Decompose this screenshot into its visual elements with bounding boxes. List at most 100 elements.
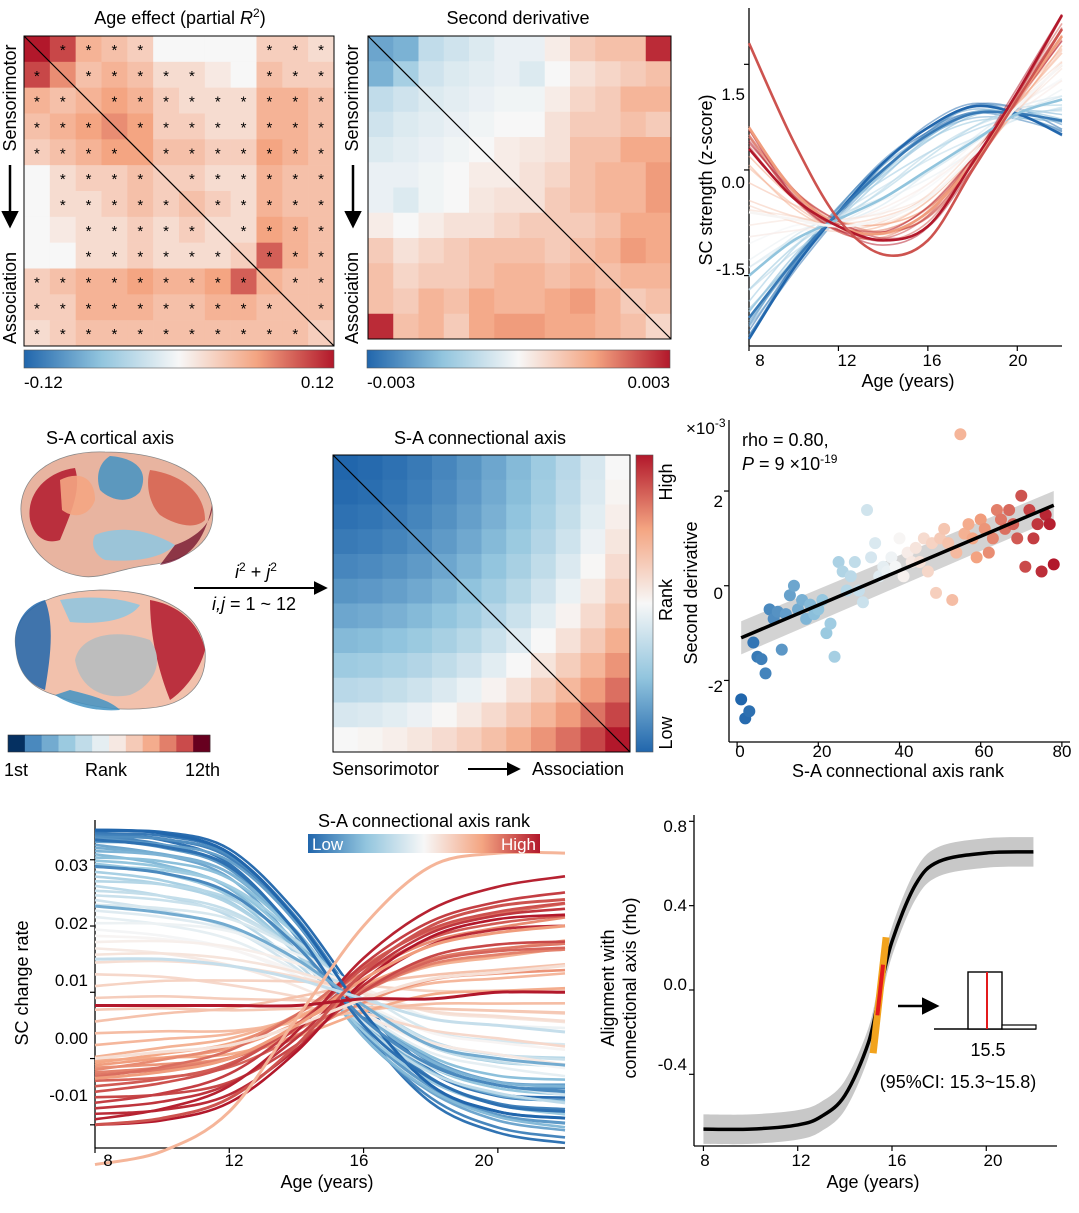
heatmap-cell xyxy=(308,139,335,166)
heatmap-cell xyxy=(282,87,309,114)
heatmap-cell xyxy=(407,727,433,753)
heatmap-cell xyxy=(620,111,647,138)
x-tick-label: 20 xyxy=(1009,351,1028,370)
heatmap-cell xyxy=(595,288,621,315)
heatmap-cell xyxy=(357,504,383,530)
formula-numerator: i2 + j2 xyxy=(235,560,277,582)
heatmap-cell xyxy=(531,727,557,753)
significance-star: * xyxy=(86,119,92,136)
scatter-point xyxy=(930,586,943,599)
rank-last-label: 12th xyxy=(185,760,220,780)
rank-colorbar-swatch xyxy=(92,735,110,752)
heatmap-cell xyxy=(605,479,631,505)
heatmap-cell xyxy=(456,727,482,753)
heatmap-cell xyxy=(544,288,571,315)
significance-star: * xyxy=(215,145,221,162)
scatter-point xyxy=(946,593,959,606)
scatter-point xyxy=(938,522,951,535)
heatmap-cell xyxy=(333,479,359,505)
significance-star: * xyxy=(292,145,298,162)
heatmap-cell xyxy=(456,529,482,555)
heatmap-cell xyxy=(204,165,231,192)
heatmap-cell xyxy=(382,554,408,580)
heatmap-cell xyxy=(570,111,596,138)
y-tick-labels: 2 0 -2 xyxy=(708,492,723,696)
heatmap-cell xyxy=(555,529,581,555)
heatmap-diagonal xyxy=(23,35,335,347)
panel-d-title: S-A cortical axis xyxy=(46,428,174,448)
heatmap-cell xyxy=(256,191,283,218)
scatter-point xyxy=(743,705,756,718)
change-rate-line xyxy=(94,828,566,1120)
heatmap-cell xyxy=(432,727,458,753)
trajectory-line xyxy=(748,106,1063,291)
significance-star: * xyxy=(241,94,247,111)
heatmap-cell xyxy=(357,628,383,654)
significance-star: * xyxy=(34,119,40,136)
heatmap-cell xyxy=(230,268,257,295)
heatmap-cell xyxy=(418,61,445,87)
heatmap-cell xyxy=(432,578,458,604)
heatmap-cell xyxy=(179,216,206,243)
heatmap-cell xyxy=(570,86,596,113)
change-rate-line xyxy=(94,898,566,1127)
heatmap-cell xyxy=(595,36,621,62)
x-axis-label: Age (years) xyxy=(861,371,954,391)
heatmap-cell xyxy=(595,238,621,264)
rho-annotation: rho = 0.80, xyxy=(742,430,829,450)
significance-star: * xyxy=(189,300,195,317)
heatmap-cell xyxy=(368,212,394,239)
heatmap-cell xyxy=(595,137,621,163)
heatmap-cell xyxy=(101,216,128,243)
heatmap-cell xyxy=(153,216,180,243)
significance-star: * xyxy=(137,197,143,214)
change-rate-line xyxy=(94,957,566,1034)
panel-sc-change-rate: S-A connectional axis rank Low High SC c… xyxy=(12,811,566,1192)
heatmap-cell xyxy=(432,677,458,703)
age-effect-heatmap: * * * * * * * * * * * * * * * * * * * * * * * * * * * * * * * * * * * * * * * *… xyxy=(23,35,335,347)
heatmap-cell xyxy=(101,61,128,88)
heatmap-cell xyxy=(127,61,154,88)
x-tick-label: 80 xyxy=(1053,742,1072,761)
heatmap-cell xyxy=(519,212,546,239)
scatter-point xyxy=(1043,518,1056,531)
heatmap-cell xyxy=(357,727,383,753)
heatmap-cell xyxy=(24,113,51,140)
brain-lateral-view xyxy=(20,451,214,578)
heatmap-cell xyxy=(127,320,154,347)
trajectory-line xyxy=(748,95,1063,278)
heatmap-cell xyxy=(456,504,482,530)
heatmap-cell xyxy=(393,162,419,188)
heatmap-cell xyxy=(555,628,581,654)
y-tick-label: -0.01 xyxy=(49,1086,88,1105)
rank-colorbar-swatch xyxy=(8,735,26,752)
heatmap-cell xyxy=(101,268,128,295)
heatmap-cell xyxy=(531,702,557,728)
heatmap-cell xyxy=(256,320,283,347)
heatmap-cell xyxy=(333,727,359,753)
x-tick-label: 16 xyxy=(888,1151,907,1170)
brain-region-patch xyxy=(60,597,140,623)
panel-b-row-axis: Sensorimotor Association xyxy=(342,44,362,344)
significance-star: * xyxy=(318,171,324,188)
panel-scatter-rank: ×10-3 rho = 0.80, P = 9 ×10-19 Second de… xyxy=(681,416,1071,781)
heatmap-cell xyxy=(407,455,433,481)
rank-first-label: 1st xyxy=(4,760,28,780)
heatmap-cell xyxy=(256,36,283,63)
heatmap-cell xyxy=(357,677,383,703)
y-axis-label-line1: Alignment with xyxy=(598,929,618,1046)
heatmap-cell xyxy=(544,36,571,62)
heatmap-cell xyxy=(127,216,154,243)
heatmap-cell xyxy=(570,187,596,214)
trajectory-line xyxy=(748,98,1063,277)
heatmap-cell xyxy=(127,268,154,295)
heatmap-cell xyxy=(101,294,128,321)
heatmap-cell xyxy=(645,137,672,163)
heatmap-cell xyxy=(230,320,257,347)
brain-medial-wall xyxy=(75,634,158,697)
heatmap-cell xyxy=(282,36,309,63)
heatmap-cell xyxy=(443,61,470,87)
x-tick-label: 20 xyxy=(984,1151,1003,1170)
trajectory-line xyxy=(748,34,1063,236)
heatmap-cell xyxy=(308,191,335,218)
